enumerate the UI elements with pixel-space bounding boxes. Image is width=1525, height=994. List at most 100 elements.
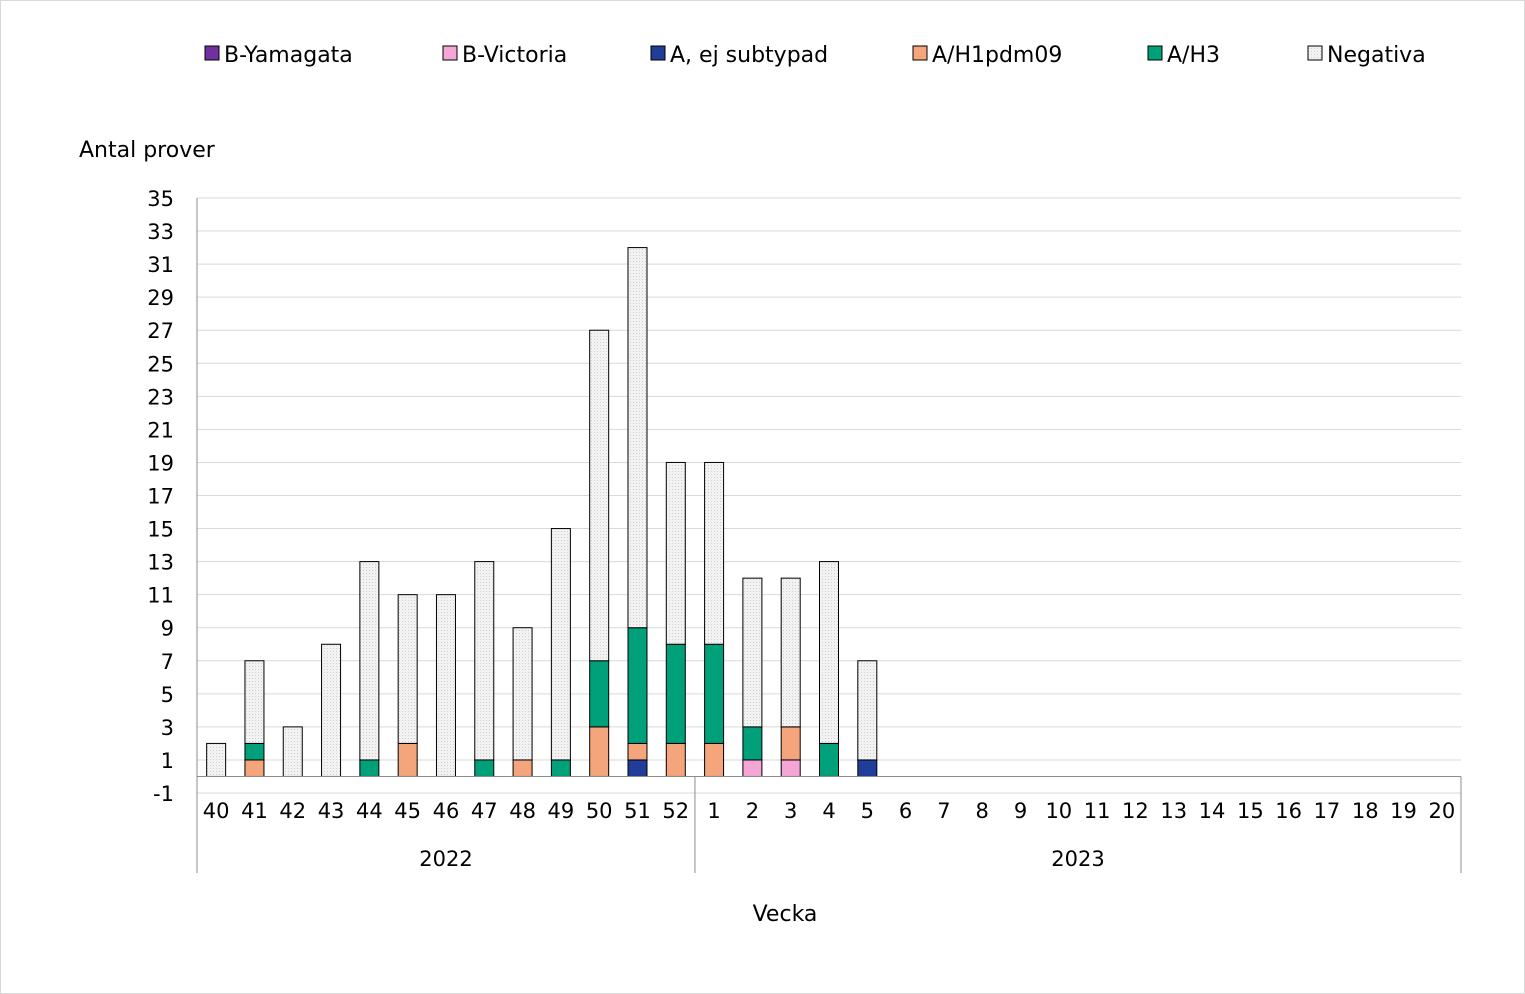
legend-label: B-Victoria <box>462 43 567 68</box>
x-tick-label: 4 <box>822 799 835 823</box>
y-tick-label: 31 <box>147 253 174 277</box>
x-tick-label: 40 <box>203 799 230 823</box>
bar-segment <box>359 561 380 761</box>
legend-swatch <box>1307 45 1323 61</box>
x-tick-label: 16 <box>1275 799 1302 823</box>
bar-segment <box>627 247 648 629</box>
legend-label: A/H3 <box>1167 43 1220 68</box>
y-tick-label: 25 <box>147 352 174 376</box>
y-tick-label: 3 <box>161 716 174 740</box>
bar-segment <box>704 461 725 645</box>
legend-label: B-Yamagata <box>224 43 353 68</box>
legend-swatch <box>650 45 666 61</box>
legend-label: A/H1pdm09 <box>932 43 1062 68</box>
bar-segment <box>206 742 227 777</box>
y-tick-label: 1 <box>161 749 174 773</box>
x-tick-label: 11 <box>1084 799 1111 823</box>
x-tick-label: 14 <box>1199 799 1226 823</box>
bar-segment <box>704 643 725 744</box>
x-tick-label: 50 <box>586 799 613 823</box>
y-tick-label: 33 <box>147 220 174 244</box>
bar-segment <box>512 759 533 777</box>
y-tick-label: 7 <box>161 650 174 674</box>
x-tick-label: 41 <box>241 799 268 823</box>
x-tick-label: 13 <box>1160 799 1187 823</box>
x-tick-label: 51 <box>624 799 651 823</box>
bar-segment <box>550 528 571 761</box>
x-tick-label: 1 <box>707 799 720 823</box>
group-label: 2023 <box>1051 847 1104 871</box>
legend-swatch <box>204 45 220 61</box>
x-tick-label: 46 <box>433 799 460 823</box>
bars <box>206 247 878 777</box>
bar-segment <box>627 742 648 761</box>
bar-segment <box>819 561 839 744</box>
bar-segment <box>435 594 456 777</box>
bar-segment <box>627 759 648 777</box>
x-tick-label: 5 <box>861 799 874 823</box>
x-tick-label: 49 <box>548 799 575 823</box>
x-tick-label: 2 <box>746 799 759 823</box>
bar-segment <box>665 643 686 744</box>
bar-segment <box>780 726 801 761</box>
bar-segment <box>244 660 265 744</box>
legend-swatch <box>442 45 458 61</box>
y-tick-label: 15 <box>147 518 174 542</box>
x-tick-label: 15 <box>1237 799 1264 823</box>
x-tick-label: 9 <box>1014 799 1027 823</box>
y-tick-label: 21 <box>147 418 174 442</box>
x-axis: 40 41 42 43 44 45 46 47 48 49 50 51 52 1 2 3 4 5 6 7 8 9 10 11 1… <box>197 775 1462 873</box>
bar-segment <box>589 329 610 662</box>
bar-segment <box>282 726 303 777</box>
bar-segment <box>474 561 495 761</box>
legend-label: Negativa <box>1327 43 1426 68</box>
y-tick-label: 35 <box>147 187 174 211</box>
x-tick-label: 6 <box>899 799 912 823</box>
bar-segment <box>742 759 763 777</box>
x-axis-title: Vecka <box>753 902 818 927</box>
x-tick-label: 10 <box>1045 799 1072 823</box>
gridlines <box>197 197 1461 794</box>
bar-segment <box>780 577 801 728</box>
bar-segment <box>397 742 418 777</box>
x-tick-label: 3 <box>784 799 797 823</box>
x-tick-label: 44 <box>356 799 383 823</box>
bar-segment <box>665 461 686 645</box>
x-tick-label: 12 <box>1122 799 1149 823</box>
x-tick-label: 19 <box>1390 799 1417 823</box>
legend-swatch <box>1147 45 1163 61</box>
bar-segment <box>589 726 610 777</box>
x-tick-label: 20 <box>1428 799 1455 823</box>
bar-segment <box>742 577 763 728</box>
bar-segment <box>474 759 495 777</box>
bar-segment <box>244 759 265 777</box>
y-tick-label: 27 <box>147 319 174 343</box>
y-tick-label: 11 <box>147 584 174 608</box>
x-tick-label: 18 <box>1352 799 1379 823</box>
y-tick-label: 19 <box>147 451 174 475</box>
x-tick-label: 43 <box>318 799 345 823</box>
group-label: 2022 <box>419 847 472 871</box>
bar-segment <box>819 742 839 777</box>
x-tick-label: 45 <box>394 799 421 823</box>
x-tick-label: 47 <box>471 799 498 823</box>
bar-segment <box>704 742 725 777</box>
y-tick-label: -1 <box>153 782 174 806</box>
bar-segment <box>627 627 648 744</box>
x-tick-label: 52 <box>662 799 689 823</box>
bar-segment <box>857 759 878 777</box>
x-tick-label: 42 <box>279 799 306 823</box>
x-tick-label: 17 <box>1314 799 1341 823</box>
bar-segment <box>857 660 878 761</box>
x-tick-label: 8 <box>976 799 989 823</box>
y-axis-title: Antal prover <box>79 138 216 163</box>
y-tick-label: 5 <box>161 683 174 707</box>
bar-segment <box>397 594 418 744</box>
bar-segment <box>780 759 801 777</box>
x-tick-label: 7 <box>937 799 950 823</box>
x-tick-label: 48 <box>509 799 536 823</box>
bar-segment <box>742 726 763 761</box>
bar-segment <box>512 627 533 761</box>
